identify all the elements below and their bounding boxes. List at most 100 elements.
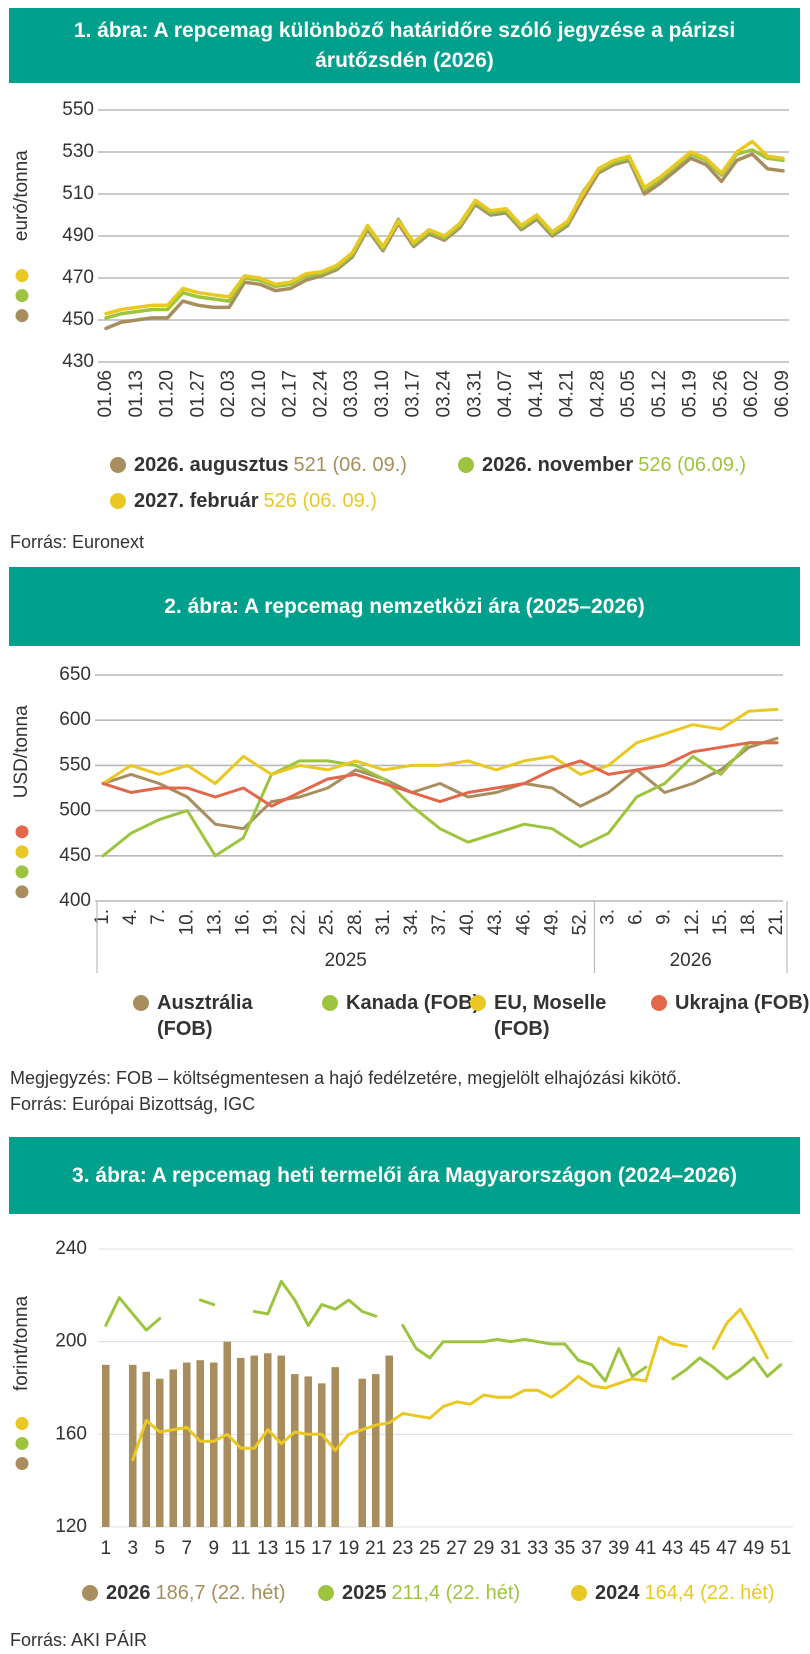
- bar: [196, 1360, 205, 1527]
- legend-text: Ukrajna (FOB): [675, 990, 810, 1016]
- y-axis-title: euró/tonna: [11, 150, 32, 241]
- y-tick-label: 160: [55, 1423, 87, 1444]
- x-tick-label: 18.: [738, 909, 759, 935]
- y-tick-label: 120: [55, 1516, 87, 1537]
- x-tick-label: 04.07: [495, 370, 516, 418]
- x-tick-label: 02.10: [249, 370, 270, 418]
- legend-name: Ukrajna (FOB): [675, 992, 810, 1014]
- bar: [263, 1353, 272, 1527]
- legend-name: Ausztrália (FOB): [157, 992, 253, 1040]
- x-tick-label: 47: [716, 1538, 737, 1559]
- x-tick-label: 37.: [429, 909, 450, 935]
- bar: [128, 1364, 137, 1527]
- x-tick-label: 49.: [541, 909, 562, 935]
- y-tick-label: 550: [62, 99, 94, 120]
- x-tick-label: 05.26: [710, 370, 731, 418]
- line-series: [104, 152, 785, 331]
- x-tick-label: 03.10: [372, 370, 393, 418]
- x-tick-label: 06.09: [772, 370, 793, 418]
- x-tick-label: 01.27: [187, 370, 208, 418]
- x-tick-label: 06.02: [741, 370, 762, 418]
- y-tick-label: 490: [62, 225, 94, 246]
- legend-value: 526 (06. 09.): [263, 490, 377, 512]
- x-tick-label: 39: [608, 1538, 629, 1559]
- legend-item: 2026. augusztus 521 (06. 09.): [110, 452, 407, 478]
- x-tick-label: 01.20: [157, 370, 178, 418]
- x-tick-label: 02.17: [280, 370, 301, 418]
- x-tick-label: 1.: [92, 909, 113, 925]
- legend-name: 2025: [342, 1582, 387, 1604]
- x-tick-label: 05.19: [680, 370, 701, 418]
- x-tick-label: 05.12: [649, 370, 670, 418]
- x-tick-label: 9: [208, 1538, 219, 1559]
- x-group-label: 2026: [670, 950, 712, 971]
- x-tick-label: 1: [100, 1538, 111, 1559]
- y-tick-label: 430: [62, 351, 94, 372]
- y-tick-label: 510: [62, 183, 94, 204]
- y-tick-label: 240: [55, 1238, 87, 1259]
- legend-dot: [15, 269, 29, 283]
- bar: [385, 1355, 394, 1527]
- x-tick-label: 51: [770, 1538, 791, 1559]
- legend-text: 2026. november 526 (06.09.): [482, 452, 746, 478]
- x-tick-label: 01.13: [126, 370, 147, 418]
- x-tick-label: 19.: [261, 909, 282, 935]
- bar: [277, 1355, 286, 1527]
- line-series: [101, 741, 779, 858]
- bar: [290, 1374, 299, 1527]
- legend-item: 2027. február 526 (06. 09.): [110, 488, 377, 514]
- x-tick-label: 7.: [148, 909, 169, 925]
- x-tick-label: 6.: [626, 909, 647, 925]
- line-series: [101, 707, 779, 785]
- legend-dot: [318, 1585, 334, 1601]
- bar: [304, 1376, 313, 1527]
- y-tick-label: 500: [59, 800, 91, 821]
- bar: [317, 1383, 326, 1527]
- legend-name: 2026. november: [482, 454, 634, 476]
- legend-text: 2027. február 526 (06. 09.): [134, 488, 377, 514]
- legend-value: 164,4 (22. hét): [644, 1582, 775, 1604]
- x-tick-label: 23: [392, 1538, 413, 1559]
- y-tick-label: 600: [59, 709, 91, 730]
- x-tick-label: 03.31: [464, 370, 485, 418]
- y-axis-title: USD/tonna: [11, 705, 32, 798]
- x-tick-label: 04.21: [557, 370, 578, 418]
- legend-value: 211,4 (22. hét): [391, 1582, 521, 1604]
- x-tick-label: 45: [689, 1538, 710, 1559]
- legend-dot: [15, 1437, 29, 1451]
- bar: [182, 1362, 191, 1527]
- x-tick-label: 02.03: [218, 370, 239, 418]
- y-tick-label: 450: [59, 845, 91, 866]
- y-axis-title: forint/tonna: [11, 1296, 32, 1391]
- chart-title: 3. ábra: A repcemag heti termelői ára Ma…: [9, 1137, 800, 1214]
- x-tick-label: 21.: [766, 909, 787, 935]
- bar: [101, 1364, 110, 1527]
- x-tick-label: 46.: [513, 909, 534, 935]
- x-tick-label: 52.: [569, 909, 590, 935]
- legend-item: 2025 211,4 (22. hét): [318, 1580, 520, 1606]
- x-tick-label: 4.: [120, 909, 141, 925]
- legend-item: EU, Moselle (FOB): [470, 990, 634, 1042]
- x-tick-label: 10.: [176, 909, 197, 935]
- legend-dot: [571, 1585, 587, 1601]
- legend-dot: [15, 865, 29, 879]
- x-tick-label: 22.: [289, 909, 310, 935]
- bar: [155, 1378, 164, 1527]
- x-tick-label: 40.: [457, 909, 478, 935]
- x-tick-label: 3: [127, 1538, 138, 1559]
- x-tick-label: 43.: [485, 909, 506, 935]
- x-tick-label: 27: [446, 1538, 467, 1559]
- legend-name: EU, Moselle (FOB): [494, 992, 607, 1040]
- x-tick-label: 13.: [204, 909, 225, 935]
- x-tick-label: 13: [257, 1538, 278, 1559]
- source: Forrás: AKI PÁIR: [10, 1630, 148, 1650]
- legend-dot: [651, 995, 667, 1011]
- x-tick-label: 3.: [598, 909, 619, 925]
- line-series: [104, 139, 785, 316]
- x-tick-label: 05.05: [618, 370, 639, 418]
- y-tick-label: 650: [59, 664, 91, 685]
- x-tick-label: 15.: [710, 909, 731, 935]
- x-tick-label: 9.: [654, 909, 675, 925]
